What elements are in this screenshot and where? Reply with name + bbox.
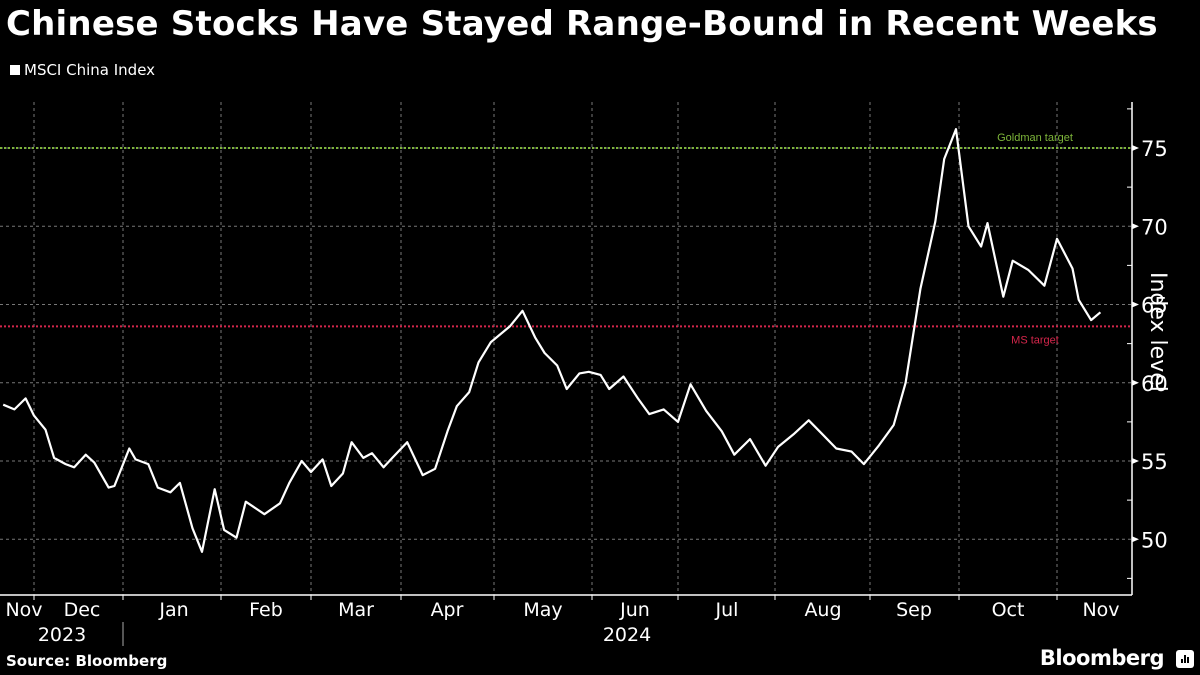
y-tick-label: 55 xyxy=(1141,450,1168,474)
y-tick xyxy=(1132,458,1139,464)
y-tick xyxy=(1132,536,1139,543)
target-label: MS target xyxy=(1011,334,1059,346)
x-tick-label: Oct xyxy=(992,599,1025,621)
x-tick-label: Sep xyxy=(896,599,932,621)
x-tick-label: Feb xyxy=(249,599,283,621)
y-tick-label: 60 xyxy=(1141,372,1168,396)
y-tick xyxy=(1132,145,1139,151)
x-tick-label: Jun xyxy=(619,599,650,621)
year-label: 2023 xyxy=(38,624,86,646)
y-tick-label: 70 xyxy=(1141,215,1168,239)
legend-label: MSCI China Index xyxy=(24,61,156,79)
x-tick-label: Dec xyxy=(64,599,101,621)
msci-china-line xyxy=(2,128,1102,553)
x-tick-label: Aug xyxy=(804,599,841,621)
x-tick-label: Nov xyxy=(1082,599,1119,621)
x-tick-label: Apr xyxy=(431,599,464,621)
y-tick-label: 65 xyxy=(1141,294,1168,318)
year-label: 2024 xyxy=(603,624,651,646)
legend: MSCI China Index xyxy=(10,61,155,79)
x-tick-label: May xyxy=(523,599,562,621)
bloomberg-logo: Bloomberg xyxy=(1039,646,1165,670)
legend-swatch-icon xyxy=(10,65,20,75)
y-tick-label: 50 xyxy=(1141,528,1168,552)
x-tick-label: Nov xyxy=(5,599,42,621)
source-note: Source: Bloomberg xyxy=(6,652,168,670)
y-tick-label: 75 xyxy=(1141,137,1168,161)
target-label: Goldman target xyxy=(997,132,1073,144)
chart-title: Chinese Stocks Have Stayed Range-Bound i… xyxy=(6,4,1158,44)
x-tick-label: Jan xyxy=(158,599,188,621)
x-tick-label: Jul xyxy=(715,599,739,621)
y-tick xyxy=(1132,379,1139,386)
bloomberg-chart-icon xyxy=(1176,650,1194,668)
x-tick-label: Mar xyxy=(338,599,374,621)
y-tick xyxy=(1132,301,1139,308)
y-tick xyxy=(1132,223,1139,230)
y-axis-label: Index level xyxy=(1145,272,1170,392)
